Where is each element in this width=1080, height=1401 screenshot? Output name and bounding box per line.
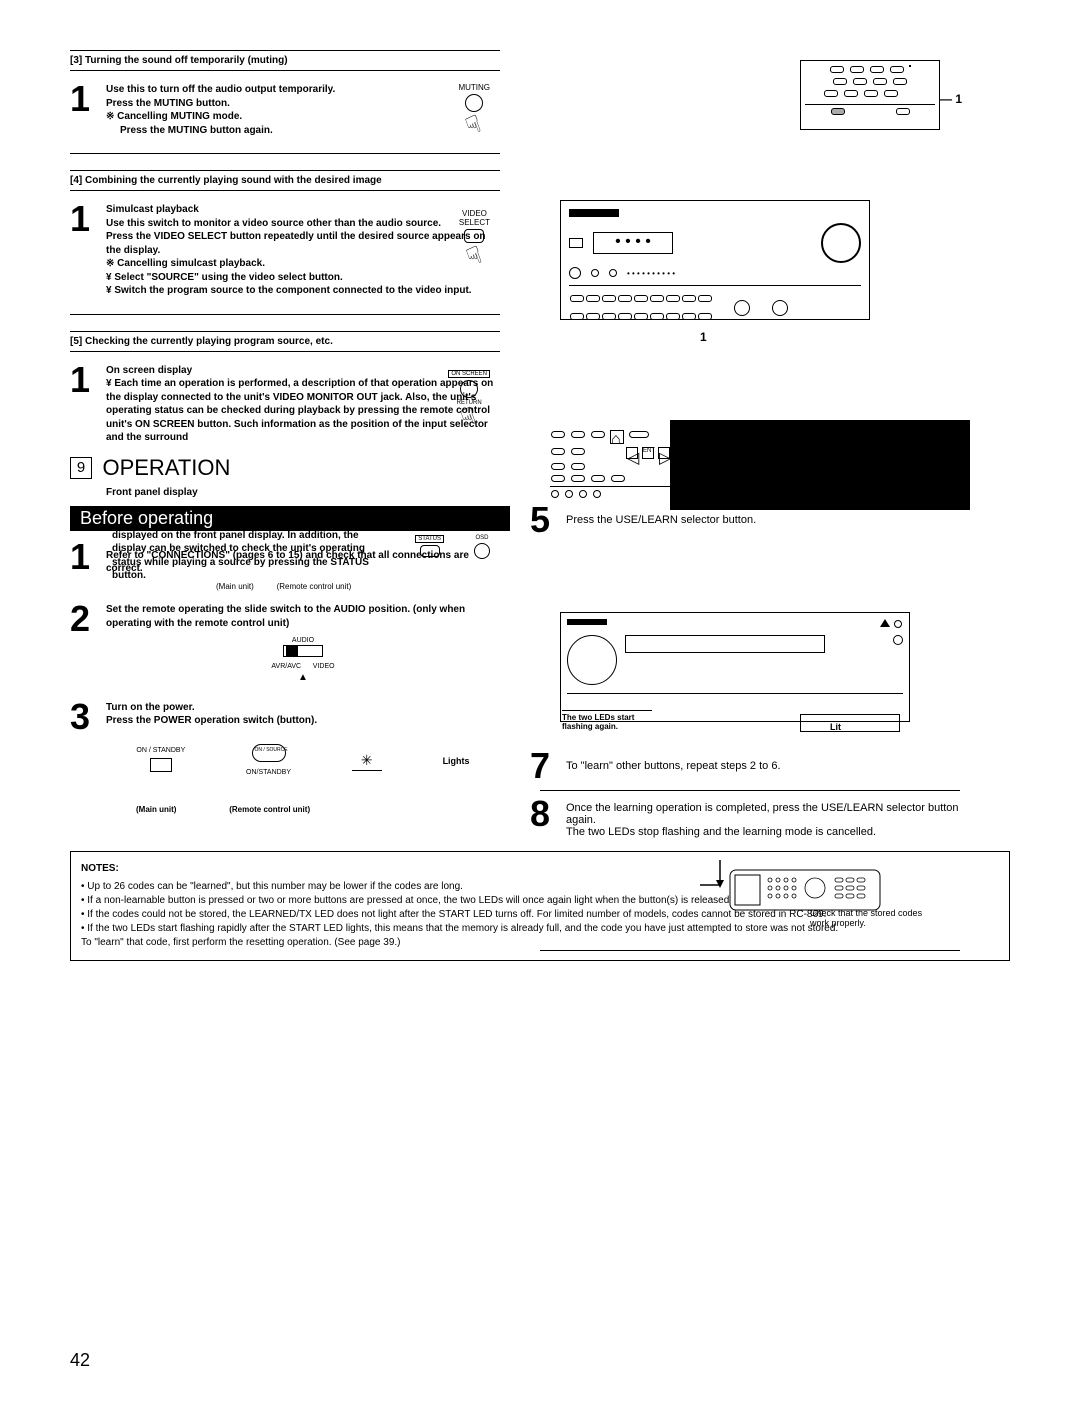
front-panel-display-label: Front panel display <box>106 487 510 498</box>
s4-step1-num: 1 <box>70 203 106 235</box>
onscreen-label: ON SCREEN <box>448 370 490 378</box>
muting-icon: MUTING ☟ <box>458 83 490 138</box>
op-step3-title: Turn on the power. <box>106 702 195 713</box>
s3-callout1: — 1 <box>940 92 962 106</box>
remote-panel-s3 <box>800 60 940 130</box>
s3-step1-line2: Press the MUTING button again. <box>120 125 273 136</box>
op-step1-unit2: (Remote control unit) <box>277 582 352 591</box>
op-step3-text: Press the POWER operation switch (button… <box>106 715 317 726</box>
two-leds-label: The two LEDs start flashing again. <box>562 710 652 731</box>
s5-step1-body: On screen display ¥ Each time an operati… <box>106 364 500 445</box>
s4-step1-bullet1: ¥ Select "SOURCE" using the video select… <box>106 272 343 283</box>
section5-header: [5] Checking the currently playing progr… <box>70 331 500 352</box>
op-step3-body: Turn on the power. Press the POWER opera… <box>106 701 500 817</box>
status-osd-icons: STATUS OSD <box>415 535 490 561</box>
section3-header: [3] Turning the sound off temporarily (m… <box>70 50 500 71</box>
status-label: STATUS <box>415 535 444 543</box>
op-step3-num: 3 <box>70 701 106 733</box>
s4-callout1: 1 <box>700 330 707 344</box>
operation-num-box: 9 <box>70 457 92 479</box>
s3-step1-line1: Press the MUTING button. <box>106 98 230 109</box>
op-step8-num: 8 <box>530 798 566 830</box>
s3-step1-cancel: ※ Cancelling MUTING mode. <box>106 111 242 122</box>
osd-label: OSD <box>474 535 490 541</box>
device-panel-s4: • • • • • • • • • • • • • • <box>560 200 870 320</box>
onsource-label: ON / SOURCE <box>255 747 288 754</box>
s4-step1-bullet2: ¥ Switch the program source to the compo… <box>106 285 472 296</box>
s5-step5-num: 5 <box>530 504 566 536</box>
device-panel-op <box>560 612 910 722</box>
page-number: 42 <box>70 1350 90 1371</box>
check-codes-label: Check that the stored codes work properl… <box>810 908 940 928</box>
s5-step1-num: 1 <box>70 364 106 396</box>
standby-label: ON / STANDBY <box>136 746 185 755</box>
section4-header: [4] Combining the currently playing soun… <box>70 170 500 191</box>
op-step2-body: Set the remote operating the slide switc… <box>106 603 500 685</box>
s4-step1-cancel: ※ Cancelling simulcast playback. <box>106 258 265 269</box>
op3-unit2: (Remote control unit) <box>229 805 310 814</box>
s5-lit-label: Lit <box>949 422 960 432</box>
video-select-icon: VIDEO SELECT ☟ <box>459 209 490 269</box>
op-step7-num: 7 <box>530 750 566 782</box>
op-step8-body: Once the learning operation is completed… <box>566 798 980 838</box>
audio-label: AUDIO <box>106 636 500 645</box>
s3-step1-body: Use this to turn off the audio output te… <box>106 83 500 137</box>
muting-label: MUTING <box>458 83 490 92</box>
video-label: VIDEO <box>313 663 335 670</box>
op-step1-overlap: displayed on the front panel display. In… <box>112 529 372 583</box>
s5-black-block <box>670 420 970 510</box>
s4-step1-body: Simulcast playback Use this switch to mo… <box>106 203 500 298</box>
s4-step1-body2: Press the VIDEO SELECT button repeatedly… <box>106 231 486 256</box>
video-select-label: VIDEO SELECT <box>459 209 490 227</box>
s5-remote-grid: ⌂ ◁ENT▷ <box>550 430 670 499</box>
s5-step5-body: Press the USE/LEARN selector button. <box>566 504 756 526</box>
onscreen-icon: ON SCREEN RETURN ☟ <box>448 370 490 430</box>
before-operating-bar: Before operating <box>70 506 510 531</box>
onstandby-label: ON/STANDBY <box>246 768 291 777</box>
s3-step1-num: 1 <box>70 83 106 115</box>
operation-title: OPERATION <box>102 455 230 481</box>
s4-step1-title: Simulcast playback <box>106 204 199 215</box>
s3-step1-title: Use this to turn off the audio output te… <box>106 84 335 95</box>
op-step1-unit1: (Main unit) <box>216 582 254 591</box>
op-step2-text: Set the remote operating the slide switc… <box>106 604 465 629</box>
s5-step1-bodytext: ¥ Each time an operation is performed, a… <box>106 378 493 443</box>
op-step7-body: To "learn" other buttons, repeat steps 2… <box>566 750 781 772</box>
audio-switch-icon <box>283 645 323 657</box>
op3-unit1: (Main unit) <box>136 805 176 814</box>
lights-label: Lights <box>443 755 470 767</box>
op-step1-num: 1 <box>70 541 106 573</box>
s5-step1-title: On screen display <box>106 365 192 376</box>
op-step2-num: 2 <box>70 603 106 635</box>
s4-step1-body1: Use this switch to monitor a video sourc… <box>106 218 441 229</box>
avr-label: AVR/AVC <box>271 663 301 670</box>
